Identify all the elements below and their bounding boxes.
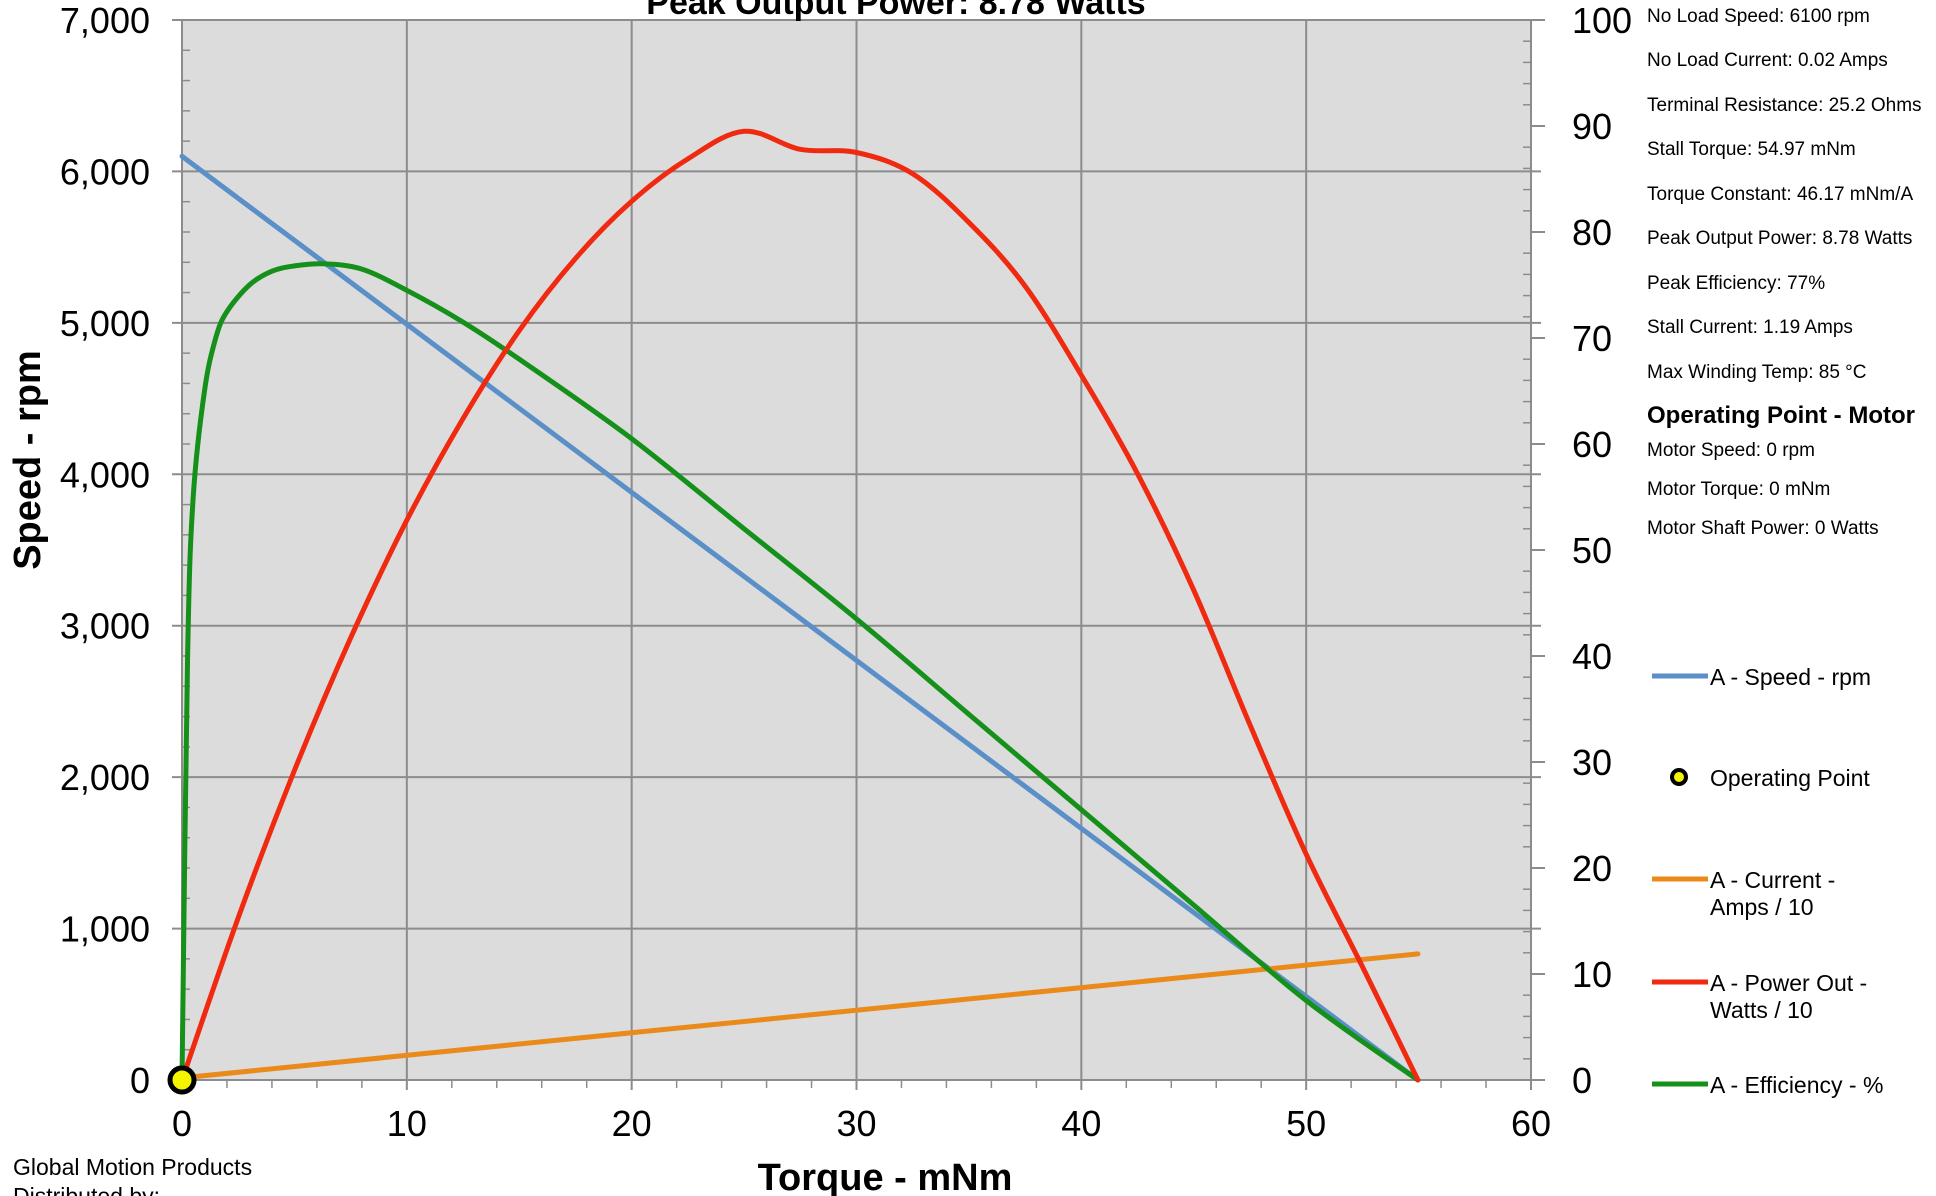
- spec-peak-output-power: Peak Output Power: 8.78 Watts: [1647, 228, 1912, 249]
- power-line: [179, 128, 1421, 1083]
- y-tick-label: 0: [130, 1060, 150, 1101]
- legend-item-current: A - Current - Amps / 10: [1652, 867, 1842, 920]
- chart-title: Peak Output Power: 8.78 Watts: [646, 0, 1145, 22]
- x-tick-labels: 0 10 20 30 40 50 60: [172, 1103, 1551, 1144]
- spec-stall-torque: Stall Torque: 54.97 mNm: [1647, 139, 1856, 160]
- legend: A - Speed - rpm Operating Point A - Curr…: [1652, 664, 1883, 1098]
- legend-label-current-line2: Amps / 10: [1710, 894, 1814, 920]
- spec-no-load-current: No Load Current: 0.02 Amps: [1647, 50, 1888, 71]
- legend-label-operating-point: Operating Point: [1710, 765, 1870, 791]
- legend-swatch-operating-point: [1670, 768, 1688, 786]
- x-tick-label: 60: [1511, 1103, 1551, 1144]
- x-tick-label: 40: [1061, 1103, 1101, 1144]
- y2-tick-label: 90: [1572, 106, 1612, 147]
- legend-item-power: A - Power Out - Watts / 10: [1652, 970, 1874, 1023]
- y2-tick-label: 80: [1572, 212, 1612, 253]
- plot-frame: [181, 19, 1532, 1081]
- spec-peak-efficiency: Peak Efficiency: 77%: [1647, 273, 1825, 294]
- legend-label-efficiency: A - Efficiency - %: [1710, 1072, 1883, 1098]
- spec-no-load-speed: No Load Speed: 6100 rpm: [1647, 6, 1870, 27]
- x-tick-label: 20: [612, 1103, 652, 1144]
- y-tick-labels: 0 1,000 2,000 3,000 4,000 5,000 6,000 7,000: [60, 0, 150, 1101]
- y2-tick-label: 40: [1572, 636, 1612, 677]
- efficiency-line: [179, 261, 1421, 1083]
- operating-point-marker: [167, 1065, 197, 1095]
- spec-torque-constant: Torque Constant: 46.17 mNm/A: [1647, 184, 1913, 205]
- legend-label-speed: A - Speed - rpm: [1710, 664, 1871, 690]
- y2-tick-label: 20: [1572, 848, 1612, 889]
- y2-tick-label: 70: [1572, 318, 1612, 359]
- operating-motor-torque: Motor Torque: 0 mNm: [1647, 479, 1830, 500]
- y-tick-label: 1,000: [60, 909, 150, 950]
- spec-stall-current: Stall Current: 1.19 Amps: [1647, 317, 1853, 338]
- operating-point: [167, 1065, 197, 1095]
- y2-tick-label: 0: [1572, 1060, 1592, 1101]
- legend-item-speed: A - Speed - rpm: [1652, 664, 1871, 690]
- y2-tick-label: 10: [1572, 954, 1612, 995]
- y-axis-title: Speed - rpm: [7, 350, 49, 570]
- minor-ticks: [182, 19, 1545, 1088]
- y2-tick-labels: 0 10 20 30 40 50 60 70 80 90 100: [1572, 0, 1632, 1101]
- footer-company: Global Motion Products: [13, 1154, 252, 1180]
- current-line: [179, 951, 1421, 1081]
- operating-motor-speed: Motor Speed: 0 rpm: [1647, 440, 1815, 461]
- operating-motor-shaft-power: Motor Shaft Power: 0 Watts: [1647, 518, 1879, 539]
- y-tick-label: 6,000: [60, 151, 150, 192]
- series-lines: [179, 128, 1421, 1083]
- legend-item-efficiency: A - Efficiency - %: [1652, 1072, 1883, 1098]
- x-tick-label: 50: [1286, 1103, 1326, 1144]
- y2-tick-label: 100: [1572, 0, 1632, 41]
- spec-max-winding-temp: Max Winding Temp: 85 °C: [1647, 362, 1867, 383]
- speed-line: [179, 153, 1421, 1083]
- legend-label-power: A - Power Out - Watts / 10: [1710, 970, 1874, 1023]
- y2-tick-label: 50: [1572, 530, 1612, 571]
- y-tick-label: 4,000: [60, 454, 150, 495]
- footer-distributed-by: Distributed by:: [13, 1183, 160, 1196]
- operating-point-heading: Operating Point - Motor: [1647, 402, 1915, 429]
- legend-label-power-line1: A - Power Out -: [1710, 970, 1867, 996]
- x-axis-title: Torque - mNm: [758, 1157, 1013, 1196]
- y-tick-label: 5,000: [60, 303, 150, 344]
- legend-label-current: A - Current - Amps / 10: [1710, 867, 1842, 920]
- legend-item-operating-point: Operating Point: [1670, 765, 1870, 791]
- spec-terminal-resistance: Terminal Resistance: 25.2 Ohms: [1647, 95, 1922, 116]
- x-tick-label: 0: [172, 1103, 192, 1144]
- y-tick-label: 7,000: [60, 0, 150, 41]
- y2-tick-label: 30: [1572, 742, 1612, 783]
- spec-panel: No Load Speed: 6100 rpm No Load Current:…: [1647, 6, 1922, 539]
- y2-tick-label: 60: [1572, 424, 1612, 465]
- y-tick-label: 3,000: [60, 606, 150, 647]
- y-tick-label: 2,000: [60, 757, 150, 798]
- x-tick-label: 10: [387, 1103, 427, 1144]
- x-tick-label: 30: [836, 1103, 876, 1144]
- legend-label-current-line1: A - Current -: [1710, 867, 1835, 893]
- legend-label-power-line2: Watts / 10: [1710, 997, 1813, 1023]
